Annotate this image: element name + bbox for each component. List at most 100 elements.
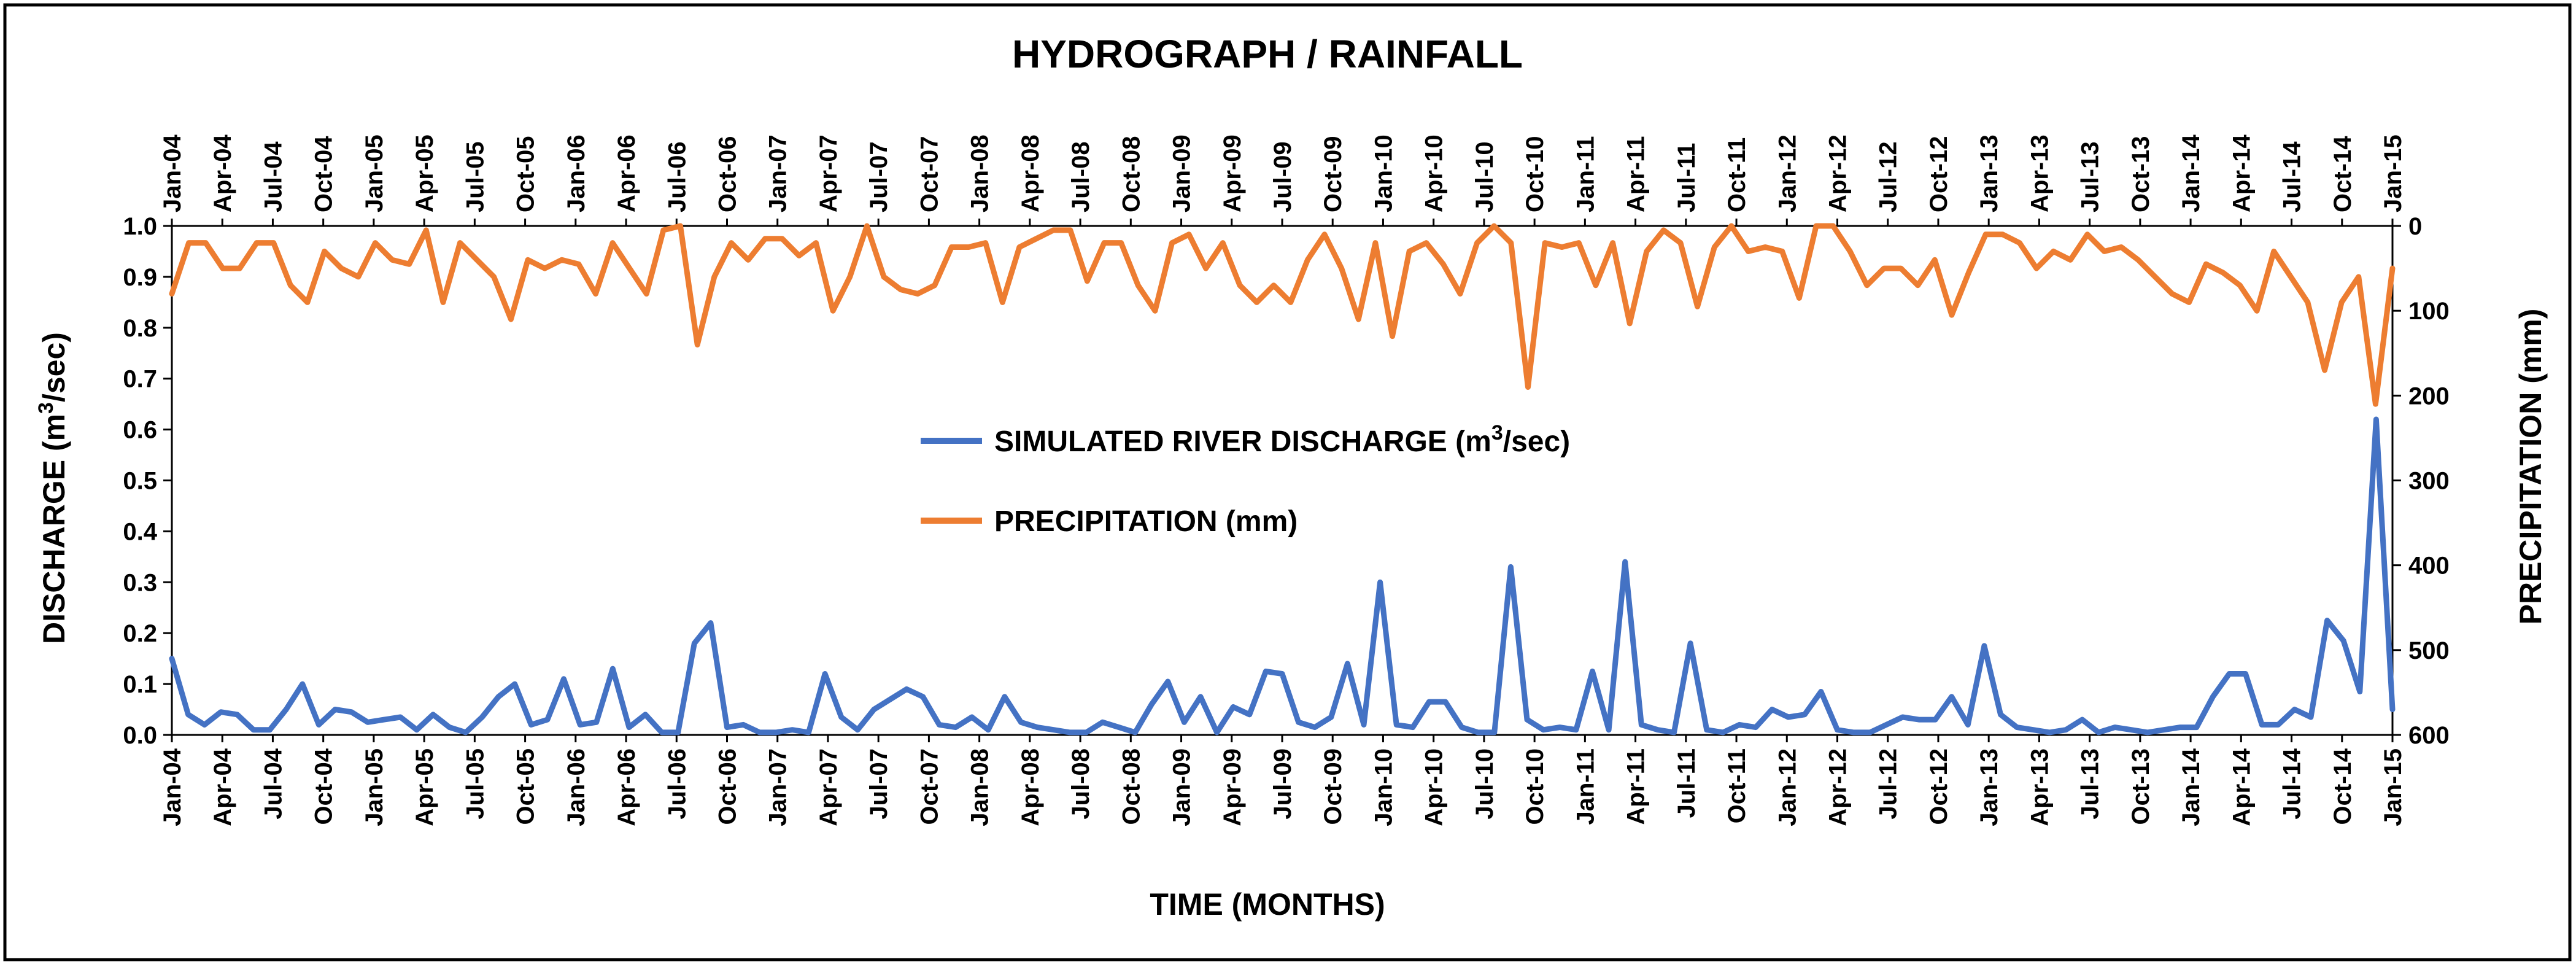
- x-top-tick-label: Jan-09: [1169, 134, 1196, 212]
- x-top-tick-label: Oct-09: [1320, 136, 1347, 213]
- x-bottom-tick-label: Jul-08: [1067, 748, 1094, 820]
- y-left-title-sup: 3: [34, 402, 58, 414]
- y-left-tick-label: 0.1: [123, 671, 157, 698]
- x-bottom-tick-label: Jan-14: [2178, 748, 2205, 826]
- x-bottom-tick-label: Oct-06: [714, 748, 741, 825]
- x-top-tick-label: Apr-05: [411, 134, 438, 212]
- x-top-tick-label: Jan-08: [967, 134, 994, 212]
- legend-discharge-label: SIMULATED RIVER DISCHARGE (m3/sec): [994, 421, 1570, 458]
- x-top-tick-label: Apr-09: [1219, 134, 1246, 212]
- x-bottom-tick-label: Jan-10: [1370, 748, 1397, 826]
- x-top-tick-label: Jan-06: [563, 134, 590, 212]
- x-top-tick-label: Jan-11: [1572, 136, 1599, 212]
- x-top-tick-label: Jan-04: [159, 134, 186, 212]
- x-top-tick-label: Jul-14: [2279, 141, 2306, 212]
- plot-area: 0.0 0.1 0.2 0.3 0.4 0.5 0.6 0.7 0.8 0.9 1.0 0 100 200…: [123, 134, 2449, 826]
- x-top-tick-label: Jan-05: [361, 134, 388, 212]
- x-top-tick-label: Oct-07: [916, 136, 943, 213]
- x-top-tick-label: Apr-13: [2026, 134, 2053, 212]
- y-left-tick-label: 0.2: [123, 620, 157, 647]
- x-top-tick-label: Oct-08: [1118, 136, 1145, 213]
- x-top-tick-label: Jul-13: [2077, 141, 2104, 212]
- x-bottom-tick-label: Jul-07: [865, 748, 892, 820]
- x-top-tick-label: Jan-12: [1774, 134, 1801, 212]
- x-bottom-tick-label: Jan-15: [2380, 748, 2407, 826]
- legend-label-base: PRECIPITATION (mm): [994, 505, 1298, 538]
- y-right-tick-label: 500: [2408, 637, 2450, 664]
- x-bottom-tick-label: Jan-11: [1572, 748, 1599, 825]
- x-bottom-tick-label: Oct-12: [1925, 748, 1952, 825]
- x-bottom-tick-label: Apr-09: [1219, 748, 1246, 826]
- x-bottom-tick-label: Jul-09: [1269, 748, 1296, 820]
- x-top-tick-label: Oct-14: [2329, 136, 2356, 212]
- y-left-tick-label: 0.3: [123, 569, 157, 596]
- legend-label-base: SIMULATED RIVER DISCHARGE (m: [994, 425, 1491, 458]
- x-bottom-tick-label: Jan-06: [563, 748, 590, 826]
- x-bottom-tick-label: Apr-12: [1825, 748, 1852, 826]
- x-top-tick-label: Jan-14: [2178, 134, 2205, 212]
- y-right-tick-label: 600: [2408, 722, 2450, 749]
- x-top-tick-label: Jul-11: [1673, 143, 1700, 212]
- y-left-tick-label: 0.9: [123, 264, 157, 291]
- y-right-tick-label: 100: [2408, 298, 2450, 325]
- x-bottom-tick-label: Oct-09: [1320, 748, 1347, 825]
- x-top-tick-label: Apr-10: [1421, 134, 1448, 212]
- legend: SIMULATED RIVER DISCHARGE (m3/sec) PRECIP…: [921, 421, 1570, 538]
- x-top-tick-label: Jul-05: [462, 141, 489, 212]
- x-bottom-tick-label: Jul-14: [2279, 748, 2306, 819]
- x-bottom-tick-label: Apr-05: [411, 748, 438, 826]
- x-top-tick-label: Apr-08: [1017, 134, 1044, 212]
- y-right-tick-label: 400: [2408, 553, 2450, 580]
- x-top-tick-label: Apr-04: [209, 134, 236, 212]
- x-top-tick-label: Jul-08: [1067, 141, 1094, 212]
- y-axis-right-title: PRECIPITATION (mm): [2513, 309, 2548, 625]
- x-bottom-tick-label: Jan-13: [1976, 748, 2003, 826]
- x-top-tick-label: Jul-07: [865, 141, 892, 212]
- x-bottom-tick-label: Jul-11: [1673, 748, 1700, 818]
- y-left-title-base: DISCHARGE (m: [37, 414, 71, 644]
- y-left-tick-label: 0.5: [123, 468, 157, 495]
- x-bottom-tick-label: Oct-14: [2329, 748, 2356, 825]
- x-top-tick-label: Apr-12: [1825, 134, 1852, 212]
- x-bottom-tick-label: Apr-14: [2228, 748, 2255, 826]
- x-bottom-tick-label: Apr-08: [1017, 748, 1044, 826]
- y-left-tick-label: 1.0: [123, 213, 157, 240]
- x-top-tick-label: Apr-07: [815, 134, 842, 212]
- x-bottom-tick-label: Jan-08: [967, 748, 994, 826]
- x-axis-title: TIME (MONTHS): [1150, 887, 1385, 922]
- x-bottom-tick-label: Jul-05: [462, 748, 489, 820]
- x-bottom-tick-label: Jul-06: [663, 748, 690, 820]
- x-top-tick-label: Apr-14: [2228, 134, 2255, 212]
- x-top-tick-label: Oct-04: [311, 136, 338, 212]
- x-bottom-tick-label: Apr-04: [209, 748, 236, 826]
- y-axis-left-title: DISCHARGE (m3/sec): [34, 332, 71, 644]
- x-bottom-tick-label: Oct-10: [1522, 748, 1549, 825]
- x-top-tick-label: Jan-10: [1370, 134, 1397, 212]
- x-top-tick-label: Jul-06: [663, 141, 690, 212]
- x-bottom-tick-label: Jul-13: [2077, 748, 2104, 820]
- x-top-tick-label: Jul-04: [260, 141, 287, 212]
- legend-precipitation-label: PRECIPITATION (mm): [994, 505, 1298, 538]
- x-top-tick-label: Oct-10: [1522, 136, 1549, 213]
- x-top-tick-label: Jan-07: [765, 134, 792, 212]
- x-bottom-tick-label: Apr-11: [1623, 748, 1650, 825]
- chart-border: [3, 3, 2572, 961]
- x-bottom-tick-label: Jan-04: [159, 748, 186, 826]
- x-bottom-tick-label: Apr-13: [2026, 748, 2053, 826]
- y-left-tick-label: 0.7: [123, 366, 157, 393]
- x-top-tick-label: Apr-11: [1623, 136, 1650, 213]
- x-bottom-tick-label: Oct-05: [512, 748, 540, 825]
- x-bottom-tick-label: Oct-13: [2127, 748, 2154, 825]
- x-bottom-tick-label: Jan-07: [765, 748, 792, 826]
- x-bottom-tick-label: Jul-04: [260, 748, 287, 819]
- x-top-tick-label: Jan-15: [2380, 134, 2407, 212]
- y-left-title-tail: /sec): [37, 332, 71, 402]
- x-bottom-tick-label: Jul-10: [1471, 748, 1498, 820]
- x-bottom-tick-label: Oct-11: [1723, 748, 1750, 823]
- x-top-tick-label: Jul-10: [1471, 141, 1498, 212]
- y-right-tick-label: 300: [2408, 468, 2450, 495]
- x-bottom-tick-label: Oct-08: [1118, 748, 1145, 825]
- x-bottom-tick-label: Apr-06: [613, 748, 640, 826]
- x-bottom-tick-label: Jan-09: [1169, 748, 1196, 826]
